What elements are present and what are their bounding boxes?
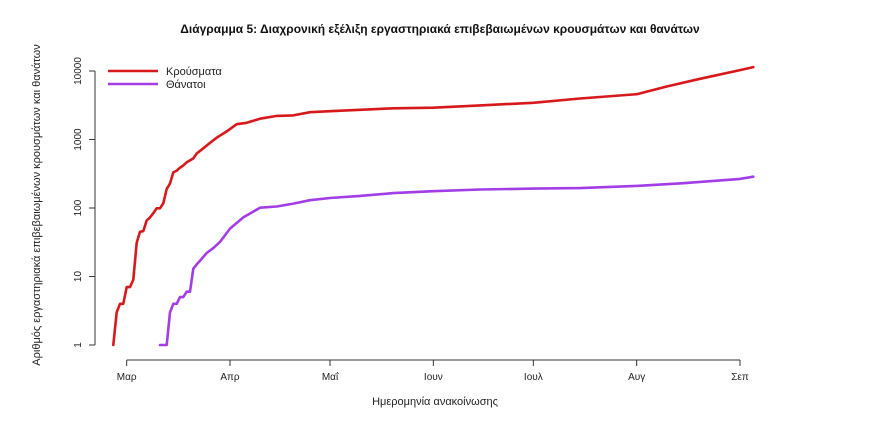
x-tick-label: Ιουλ xyxy=(524,372,543,383)
legend-label: Θάνατοι xyxy=(166,79,206,91)
legend-label: Κρούσματα xyxy=(166,66,222,78)
x-tick-label: Μαΐ xyxy=(322,371,339,383)
y-tick-label: 10000 xyxy=(73,57,84,85)
x-tick-label: Απρ xyxy=(220,372,240,383)
y-tick-label: 100 xyxy=(73,199,84,216)
chart-title: Διάγραμμα 5: Διαχρονική εξέλιξη εργαστηρ… xyxy=(180,22,700,36)
series-line-deaths xyxy=(158,175,755,347)
x-tick-label: Αυγ xyxy=(628,372,645,383)
y-tick-label: 10 xyxy=(73,271,84,283)
x-tick-label: Ιουν xyxy=(424,372,443,383)
y-tick-label: 1 xyxy=(73,342,84,348)
series-line-cases xyxy=(112,65,755,347)
x-tick-label: Σεπ xyxy=(731,372,749,383)
x-axis-title: Ημερομηνία ανακοίνωσης xyxy=(372,396,498,408)
y-axis-title: Αριθμός εργαστηριακά επιβεβαιωμένων κρου… xyxy=(31,44,43,366)
x-tick-label: Μαρ xyxy=(117,372,137,383)
y-tick-label: 1000 xyxy=(73,128,84,151)
